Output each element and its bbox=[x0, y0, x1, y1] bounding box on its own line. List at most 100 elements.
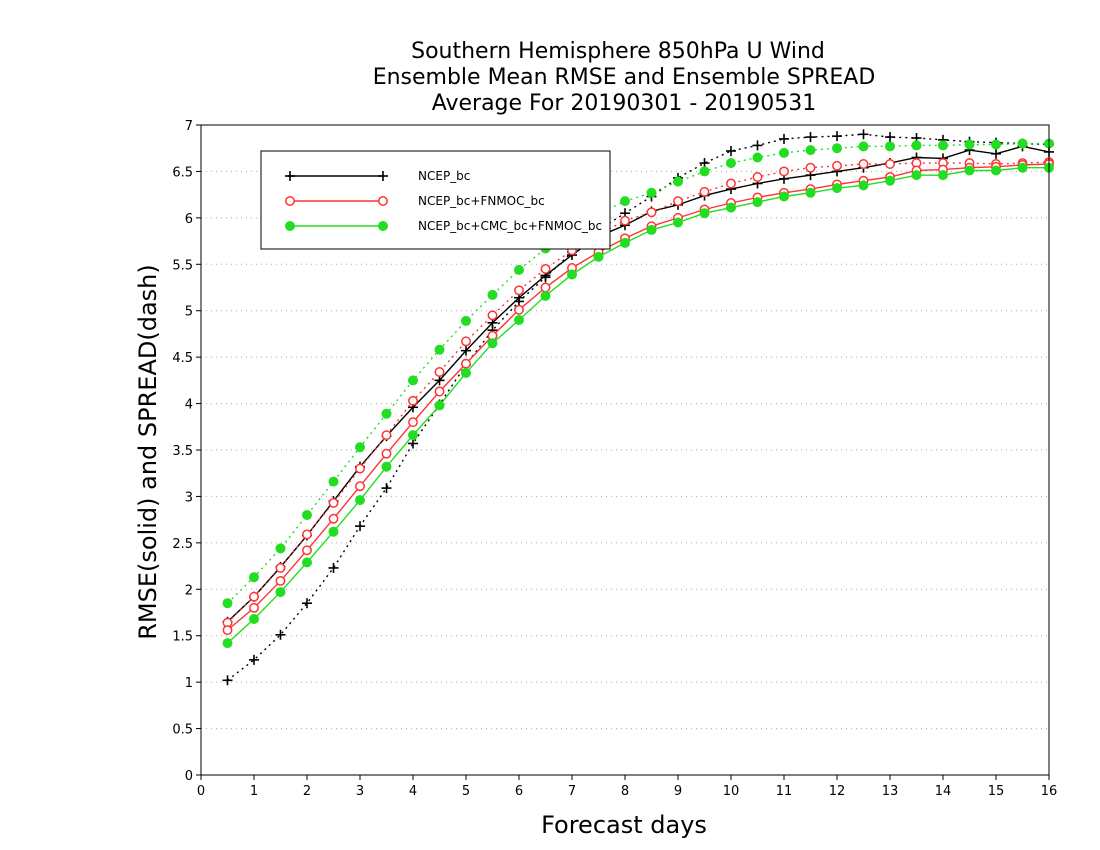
series-2-spread-point-29 bbox=[991, 139, 1001, 150]
series-2-rmse-point-1 bbox=[249, 614, 259, 624]
series-2-rmse-point-25 bbox=[885, 175, 895, 186]
y-tick-label-6: 3 bbox=[185, 490, 193, 505]
series-0-spread-point-21 bbox=[779, 133, 789, 144]
y-tick-label-0: 0 bbox=[185, 769, 193, 784]
series-2-rmse-point-21 bbox=[779, 191, 789, 202]
series-0-rmse-point-8 bbox=[434, 375, 445, 386]
series-0-spread-point-23 bbox=[832, 131, 842, 142]
x-tick-label-4: 4 bbox=[409, 784, 417, 799]
title-line-1: Southern Hemisphere 850hPa U Wind bbox=[411, 39, 825, 64]
series-1-spread-point-21 bbox=[779, 166, 789, 177]
series-2-spread-point-17 bbox=[673, 176, 683, 187]
series-1-spread-point-24 bbox=[858, 159, 869, 169]
y-tick-label-5: 2.5 bbox=[172, 537, 193, 552]
series-1-spread-point-2 bbox=[275, 562, 286, 573]
series-2-spread-point-2 bbox=[275, 543, 286, 554]
legend-box bbox=[260, 150, 611, 250]
series-2-spread-point-9 bbox=[461, 315, 471, 326]
series-1-rmse-point-2 bbox=[275, 575, 286, 586]
series-2-rmse-point-10 bbox=[487, 338, 498, 349]
legend-label-2: NCEP_bc+CMC_bc+FNMOC_bc bbox=[418, 219, 602, 233]
series-1-rmse-point-9 bbox=[461, 358, 471, 369]
series-2-spread-point-10 bbox=[487, 289, 498, 300]
series-2-spread-point-5 bbox=[355, 442, 365, 453]
series-1-spread-point-6 bbox=[381, 430, 392, 441]
series-2-spread-point-25 bbox=[885, 141, 895, 152]
x-tick-label-14: 14 bbox=[935, 784, 952, 799]
series-2-rmse-point-7 bbox=[408, 430, 418, 441]
series-2 bbox=[222, 138, 1054, 649]
series-2-rmse-point-17 bbox=[673, 217, 683, 228]
y-tick-label-1: 0.5 bbox=[172, 723, 193, 738]
x-tick-label-16: 16 bbox=[1041, 784, 1058, 799]
series-2-spread-point-27 bbox=[938, 140, 948, 151]
legend-marker-end-1 bbox=[378, 196, 388, 206]
series-2-rmse-point-19 bbox=[726, 202, 736, 213]
legend-marker-end-2 bbox=[378, 221, 388, 231]
y-tick-label-13: 6.5 bbox=[172, 165, 193, 180]
series-2-rmse-point-6 bbox=[381, 461, 392, 472]
title-line-3: Average For 20190301 - 20190531 bbox=[432, 91, 817, 116]
legend-marker-start-1 bbox=[285, 196, 295, 206]
legend-label-1: NCEP_bc+FNMOC_bc bbox=[418, 194, 545, 208]
series-0-spread-point-0 bbox=[222, 675, 233, 686]
series-1-rmse-point-6 bbox=[381, 448, 392, 459]
x-tick-label-13: 13 bbox=[882, 784, 899, 799]
y-tick-label-10: 5 bbox=[185, 305, 193, 320]
series-1-spread-point-20 bbox=[752, 172, 763, 182]
series-2-rmse-point-8 bbox=[434, 400, 445, 411]
legend-marker-start-0 bbox=[285, 171, 295, 181]
x-tick-label-11: 11 bbox=[776, 784, 793, 799]
grid-lines bbox=[201, 170, 1049, 730]
series-1-spread-point-25 bbox=[885, 159, 895, 169]
legend: NCEP_bc NCEP_bc+FNMOC_bc NCEP_bc+CMC_bc+FN… bbox=[260, 150, 611, 250]
series-2-spread-point-22 bbox=[805, 145, 816, 156]
series-1-rmse-point-12 bbox=[540, 282, 551, 293]
series-2-rmse-point-5 bbox=[355, 495, 365, 506]
series-2-spread-point-1 bbox=[249, 572, 259, 583]
series-2-rmse-point-23 bbox=[832, 183, 842, 194]
x-tick-label-10: 10 bbox=[723, 784, 740, 799]
series-2-rmse-point-14 bbox=[593, 251, 604, 262]
series-1-rmse-point-11 bbox=[514, 304, 524, 315]
series-0-spread-point-19 bbox=[726, 146, 736, 156]
series-2-spread-point-28 bbox=[964, 139, 975, 150]
series-2-rmse-point-29 bbox=[991, 165, 1001, 176]
series-2-spread-point-16 bbox=[646, 187, 657, 198]
series-2-spread-point-26 bbox=[911, 140, 922, 151]
x-tick-label-3: 3 bbox=[356, 784, 364, 799]
series-2-spread-point-7 bbox=[408, 375, 418, 386]
y-tick-label-2: 1 bbox=[185, 676, 193, 691]
series-2-spread-point-11 bbox=[514, 264, 524, 275]
series-1-rmse-point-7 bbox=[408, 417, 418, 428]
series-0-spread-point-3 bbox=[302, 598, 312, 609]
series-2-rmse-point-27 bbox=[938, 170, 948, 181]
series-0-spread-point-6 bbox=[381, 483, 392, 494]
chart-title: Southern Hemisphere 850hPa U Wind Ensemb… bbox=[373, 39, 876, 116]
series-2-rmse-point-2 bbox=[275, 587, 286, 598]
x-tick-label-6: 6 bbox=[515, 784, 523, 799]
y-tick-label-7: 3.5 bbox=[172, 444, 193, 459]
series-2-rmse-point-15 bbox=[620, 237, 630, 248]
series-2-spread-point-20 bbox=[752, 152, 763, 163]
series-1-spread-point-4 bbox=[328, 497, 339, 508]
x-tick-label-15: 15 bbox=[988, 784, 1005, 799]
series-0-spread-point-2 bbox=[275, 629, 286, 640]
series-2-rmse-point-4 bbox=[328, 526, 339, 537]
series-1-rmse-point-0 bbox=[222, 625, 233, 636]
series-2-spread-point-4 bbox=[328, 476, 339, 487]
series-1-spread-point-23 bbox=[832, 160, 842, 171]
series-2-spread-point-15 bbox=[620, 196, 630, 207]
series-2-spread-point-21 bbox=[779, 147, 789, 158]
series-0-spread-point-5 bbox=[355, 521, 365, 532]
y-tick-label-14: 7 bbox=[185, 119, 193, 134]
series-2-spread-point-30 bbox=[1017, 138, 1028, 149]
x-tick-label-2: 2 bbox=[303, 784, 311, 799]
legend-marker-start-2 bbox=[285, 221, 295, 231]
series-1-spread-point-7 bbox=[408, 395, 418, 406]
series-0-spread-point-25 bbox=[885, 132, 895, 143]
y-tick-label-3: 1.5 bbox=[172, 630, 193, 645]
x-tick-label-1: 1 bbox=[250, 784, 258, 799]
series-1-spread-point-15 bbox=[620, 215, 630, 226]
